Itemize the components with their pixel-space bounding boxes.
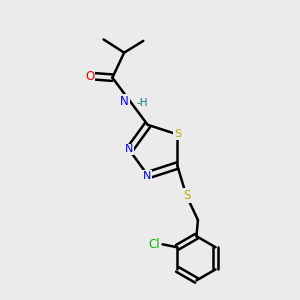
Text: -H: -H <box>136 98 148 108</box>
Text: Cl: Cl <box>148 238 160 251</box>
Text: S: S <box>174 129 182 139</box>
Text: O: O <box>85 70 94 83</box>
Text: N: N <box>143 171 151 181</box>
Text: N: N <box>124 144 133 154</box>
Text: N: N <box>120 95 129 108</box>
Text: S: S <box>184 189 191 202</box>
